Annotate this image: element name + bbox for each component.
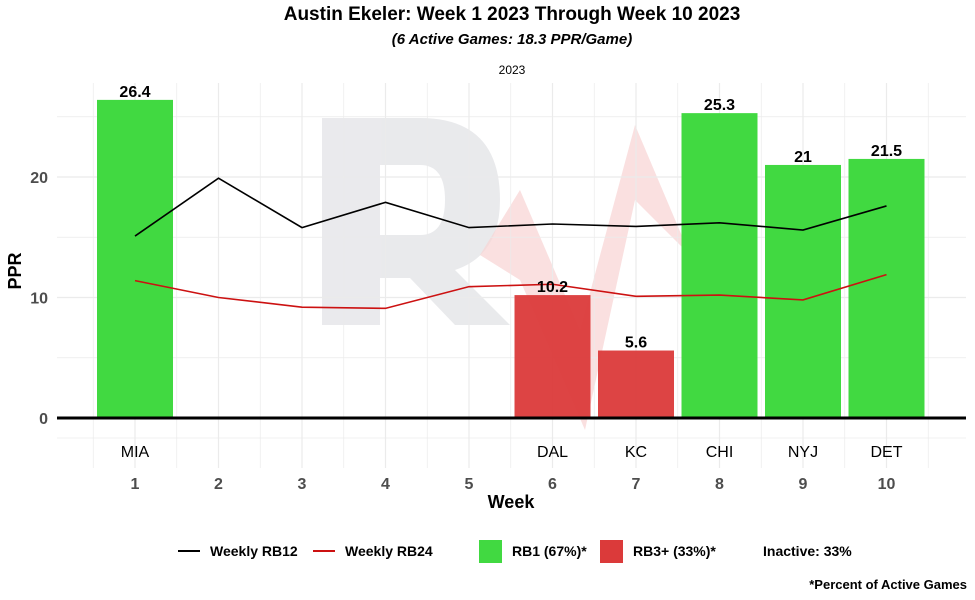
bars (97, 99, 925, 419)
bar-week-1 (97, 99, 173, 418)
legend-item-rb3: RB3+ (33%)* (600, 538, 716, 564)
chart-subtitle: (6 Active Games: 18.3 PPR/Game) (391, 31, 633, 48)
bar-value-label: 10.2 (537, 279, 568, 296)
legend-line-rb12 (178, 550, 200, 552)
legend-item-rb24: Weekly RB24 (313, 538, 433, 564)
x-tick-label: 2 (214, 476, 223, 493)
x-tick-label: 10 (878, 476, 896, 493)
series-line-rb12 (134, 177, 887, 237)
x-tick-label: 1 (131, 476, 140, 493)
legend-swatch-rb1 (479, 539, 502, 563)
x-ticks: 1 2 3 4 5 6 7 8 9 10 (131, 476, 896, 493)
bar-value-label: 5.6 (625, 335, 647, 352)
bar-week-7 (598, 350, 674, 418)
legend-label-rb3: RB3+ (33%)* (633, 543, 716, 559)
bar-week-8 (681, 113, 758, 418)
y-ticks: 0 10 20 (30, 170, 48, 428)
opponent-label: DAL (537, 444, 568, 461)
bar-value-label: 25.3 (704, 97, 735, 114)
legend-item-rb12: Weekly RB12 (178, 538, 298, 564)
legend-item-inactive: Inactive: 33% (763, 538, 852, 564)
legend-swatch-rb3 (600, 539, 623, 563)
opponent-label: MIA (121, 444, 150, 461)
bar-value-label: 21.5 (871, 143, 902, 160)
bar-week-6 (514, 295, 591, 418)
opponent-label: KC (625, 444, 647, 461)
legend-label-rb1: RB1 (67%)* (512, 543, 587, 559)
x-tick-label: 9 (799, 476, 808, 493)
facet-label: 2023 (498, 63, 526, 77)
x-tick-label: 6 (548, 476, 557, 493)
opponent-label: DET (871, 444, 903, 461)
x-tick-label: 7 (632, 476, 641, 493)
y-tick-label: 10 (30, 291, 48, 308)
series-lines (134, 177, 887, 310)
opponent-label: CHI (706, 444, 734, 461)
x-tick-label: 3 (298, 476, 307, 493)
legend-label-rb24: Weekly RB24 (345, 543, 433, 559)
bar-week-10 (848, 158, 925, 419)
legend-line-rb24 (313, 550, 335, 552)
bar-value-label: 26.4 (119, 84, 150, 101)
legend-label-rb12: Weekly RB12 (210, 543, 298, 559)
opponent-label: NYJ (788, 444, 818, 461)
y-axis-title: PPR (5, 252, 25, 289)
x-axis-title: Week (488, 492, 536, 512)
x-tick-label: 4 (381, 476, 390, 493)
bar-value-label: 21 (794, 149, 812, 166)
x-tick-label: 8 (715, 476, 724, 493)
series-line-rb24 (134, 273, 887, 310)
legend-label-inactive: Inactive: 33% (763, 543, 852, 559)
bar-labels: 26.4 10.2 5.6 25.3 21 21.5 (119, 84, 902, 352)
y-tick-label: 20 (30, 170, 48, 187)
legend-item-rb1: RB1 (67%)* (479, 538, 587, 564)
opponent-labels: MIA DAL KC CHI NYJ DET (121, 444, 903, 461)
y-tick-label: 0 (39, 411, 48, 428)
legend: Weekly RB12 Weekly RB24 RB1 (67%)* RB3+ … (0, 538, 975, 564)
chart-title: Austin Ekeler: Week 1 2023 Through Week … (283, 4, 741, 25)
footnote: *Percent of Active Games (809, 577, 967, 592)
watermark-logo (322, 118, 690, 430)
x-tick-label: 5 (465, 476, 474, 493)
